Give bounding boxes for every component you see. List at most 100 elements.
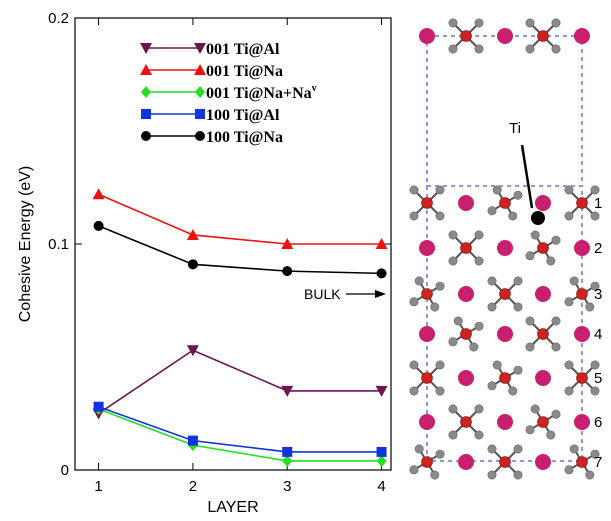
x-tick-label: 1 <box>94 478 102 495</box>
series-lines <box>98 193 382 462</box>
ligand-atom <box>546 256 556 266</box>
series-line-1 <box>98 193 382 245</box>
ligand-atom <box>435 211 445 221</box>
legend-marker <box>194 64 206 75</box>
center-atom <box>460 242 472 254</box>
ligand-atom <box>448 44 458 54</box>
center-atom <box>499 288 511 300</box>
ligand-atom <box>551 18 561 28</box>
ligand-atom <box>435 386 445 396</box>
sodium-atom <box>497 28 513 44</box>
data-point <box>376 454 387 467</box>
ligand-atom <box>590 211 600 221</box>
ligand-atom <box>474 404 484 414</box>
ligand-atom <box>585 470 595 480</box>
bulk-arrowhead <box>375 290 386 298</box>
ligand-atom <box>448 404 458 414</box>
legend-marker <box>195 86 205 98</box>
data-point <box>187 435 198 446</box>
ligand-atom <box>492 360 502 370</box>
titanium-atom <box>531 211 545 225</box>
sodium-atom <box>574 240 590 256</box>
ligand-atom <box>487 444 497 454</box>
ligand-atom <box>435 360 445 370</box>
sodium-atom <box>574 414 590 430</box>
ligand-atom <box>546 430 556 440</box>
center-atom <box>576 197 588 209</box>
ligand-atom <box>409 465 419 475</box>
ligand-atom <box>435 449 445 459</box>
ligand-atom <box>448 230 458 240</box>
ligand-atom <box>492 185 502 195</box>
ligand-atom <box>487 276 497 286</box>
layer-labels: 1 2 3 4 5 6 7 <box>594 195 602 471</box>
ligand-atom <box>564 211 574 221</box>
ligand-atom <box>487 206 497 216</box>
center-atom <box>460 416 472 428</box>
legend-label: 001 Ti@Na+Nav <box>206 83 317 102</box>
legend-superscript: v <box>312 83 317 94</box>
center-atom <box>460 30 472 42</box>
layer-label-6: 6 <box>594 414 602 431</box>
legend-marker <box>141 86 151 98</box>
ligand-atom <box>414 276 424 286</box>
ligand-atom <box>453 316 463 326</box>
data-point <box>186 345 199 357</box>
center-atom <box>537 416 549 428</box>
ligand-atom <box>525 251 535 261</box>
y-axis-label: Cohesive Energy (eV) <box>17 166 34 323</box>
y-tick-label: 0 <box>61 462 69 479</box>
ligand-atom <box>430 302 440 312</box>
ligand-atom <box>551 44 561 54</box>
center-atom <box>576 372 588 384</box>
ligand-atom <box>525 425 535 435</box>
ligand-atom <box>474 18 484 28</box>
titanium-pointer <box>520 144 534 209</box>
sodium-atom <box>535 370 551 386</box>
legend-marker <box>195 109 205 119</box>
unit-cell-top <box>426 35 583 187</box>
data-point <box>282 454 293 467</box>
center-atom <box>537 30 549 42</box>
data-point <box>93 401 104 412</box>
x-tick-label: 4 <box>377 478 385 495</box>
sodium-atom <box>574 28 590 44</box>
data-point <box>282 266 293 277</box>
center-atom <box>537 328 549 340</box>
sodium-atom <box>535 286 551 302</box>
bulk-annotation: BULK <box>304 286 386 302</box>
sodium-atom <box>497 326 513 342</box>
ligand-atom <box>551 316 561 326</box>
ligand-atom <box>590 360 600 370</box>
ligand-atom <box>525 44 535 54</box>
ligand-atom <box>508 386 518 396</box>
y-tick-label: 0.1 <box>48 236 69 253</box>
legend-marker <box>194 43 206 54</box>
data-point <box>282 446 293 457</box>
ligand-atom <box>590 185 600 195</box>
ligand-atom <box>530 230 540 240</box>
ligand-atom <box>508 211 518 221</box>
data-point <box>375 238 388 249</box>
ligand-atom <box>448 256 458 266</box>
legend-label: 100 Ti@Na <box>206 129 283 146</box>
ligand-atom <box>448 430 458 440</box>
series-line-4 <box>98 225 382 275</box>
ligand-atom <box>487 381 497 391</box>
ligand-atom <box>513 365 523 375</box>
ligand-atom <box>590 449 600 459</box>
legend-marker <box>140 64 152 75</box>
sodium-atom <box>497 414 513 430</box>
layer-label-3: 3 <box>594 286 602 303</box>
ligand-atom <box>409 185 419 195</box>
ligand-atom <box>525 316 535 326</box>
ligand-atom <box>585 302 595 312</box>
series-line-0 <box>98 349 382 415</box>
data-point <box>375 385 388 397</box>
ligand-atom <box>564 360 574 370</box>
data-point <box>187 259 198 270</box>
layer-label-1: 1 <box>594 195 602 212</box>
ligand-atom <box>409 297 419 307</box>
